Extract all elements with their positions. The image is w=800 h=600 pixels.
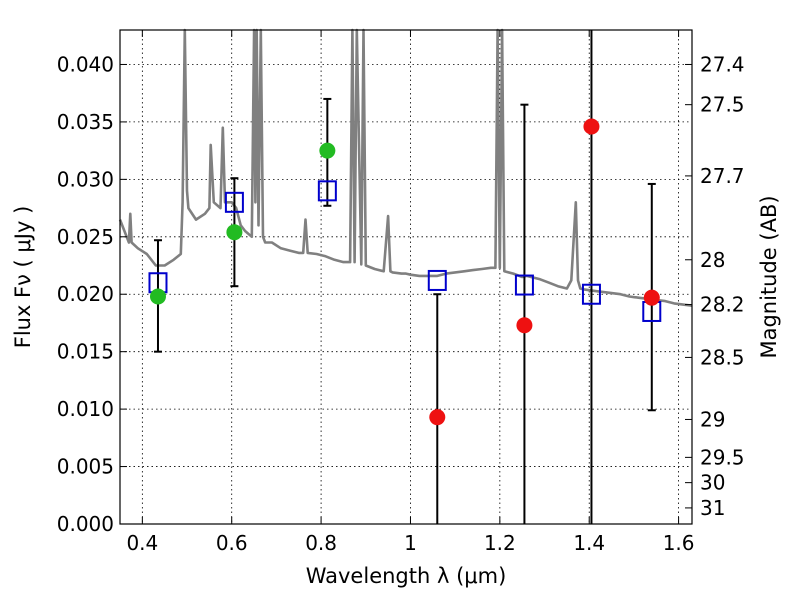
y-tick-label: 0.030	[57, 167, 114, 191]
y-axis-title: Flux Fν ( μJy )	[11, 206, 35, 349]
observed-point-red	[429, 409, 446, 426]
y-tick-label: 0.010	[57, 397, 114, 421]
y2-tick-label: 28	[700, 248, 725, 272]
grid-lines	[120, 30, 692, 525]
model-spectrum-layer	[118, 28, 693, 307]
y-tick-label: 0.035	[57, 110, 114, 134]
y2-tick-label: 30	[700, 471, 725, 495]
observed-point-green	[149, 288, 166, 305]
observed-point-red	[516, 317, 533, 334]
y2-tick-label: 27.4	[700, 52, 745, 76]
x-tick-label: 0.4	[126, 531, 158, 555]
x-tick-label: 0.6	[216, 531, 248, 555]
model-points-layer	[148, 180, 662, 322]
y-tick-label: 0.040	[57, 52, 114, 76]
observed-points-layer	[149, 118, 660, 426]
model-flux-square	[514, 274, 534, 296]
x-tick-label: 1	[404, 531, 417, 555]
y2-tick-label: 27.5	[700, 93, 745, 117]
y2-tick-label: 29	[700, 407, 725, 431]
observed-point-green	[319, 142, 336, 159]
plot-frame	[119, 29, 693, 525]
model-flux-square	[317, 180, 337, 202]
x-tick-label: 1.2	[484, 531, 516, 555]
y2-tick-label: 27.7	[700, 164, 745, 188]
y-tick-label: 0.015	[57, 340, 114, 364]
y2-tick-label: 31	[700, 496, 725, 520]
observed-point-green	[226, 224, 243, 241]
x-tick-label: 1.4	[573, 531, 605, 555]
y2-tick-label: 28.5	[700, 345, 745, 369]
y-tick-label: 0.020	[57, 282, 114, 306]
observed-point-red	[643, 289, 660, 306]
errorbar-layer	[153, 30, 656, 524]
y-tick-label: 0.025	[57, 225, 114, 249]
y-tick-label: 0.005	[57, 455, 114, 479]
y2-axis-title: Magnitude (AB)	[757, 195, 781, 358]
model-flux-square	[581, 283, 601, 305]
x-tick-label: 0.8	[305, 531, 337, 555]
model-flux-square	[427, 269, 447, 291]
y-axis: 0.000 0.005 0.010 0.015 0.020 0.025 0.030 0.035…	[57, 52, 127, 536]
model-flux-square	[224, 191, 244, 213]
y2-tick-label: 29.5	[700, 445, 745, 469]
model-spectrum-line	[118, 28, 693, 307]
x-tick-label: 1.6	[663, 531, 695, 555]
x-axis-title: Wavelength λ (μm)	[306, 564, 507, 588]
x-axis: 0.4 0.6 0.8 1 1.2 1.4 1.6	[126, 30, 695, 555]
y2-tick-label: 28.2	[700, 293, 745, 317]
y-tick-label: 0.000	[57, 512, 114, 536]
observed-point-red	[583, 118, 600, 135]
